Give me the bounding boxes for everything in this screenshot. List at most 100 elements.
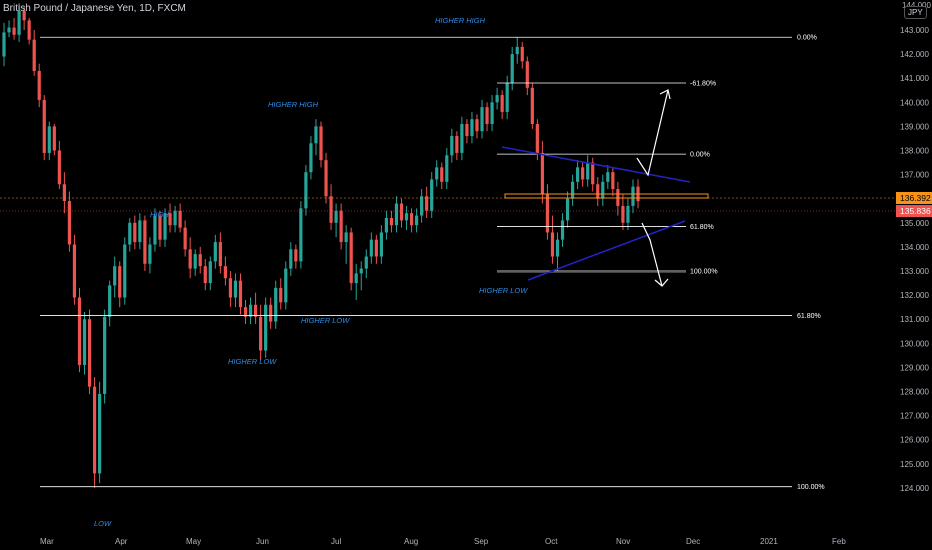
annotation-high-apr: HIGH: [150, 210, 169, 219]
fib-level[interactable]: 61.80%: [497, 224, 714, 231]
candle: [123, 237, 127, 305]
current-price-label: 136.392: [900, 193, 931, 203]
candle: [238, 273, 243, 315]
time-tick-label: Apr: [115, 537, 128, 546]
candle: [208, 256, 212, 291]
candle: [626, 198, 630, 231]
candle: [445, 148, 449, 190]
candle: [103, 309, 107, 404]
candle: [435, 160, 439, 187]
candle: [198, 246, 202, 274]
price-axis[interactable]: 143.000 142.000 141.000 140.000 139.000 138.0…: [900, 26, 929, 493]
candle: [274, 280, 278, 329]
candle: [550, 215, 555, 264]
candle: [565, 191, 570, 228]
symbol-title[interactable]: British Pound / Japanese Yen, 1D, FXCM: [3, 3, 186, 14]
candle: [77, 287, 82, 373]
candle: [118, 261, 122, 308]
fib-level-label: 100.00%: [690, 269, 718, 276]
time-tick-label: Nov: [616, 537, 630, 546]
candle: [233, 273, 238, 308]
candle: [57, 140, 61, 190]
candle: [450, 128, 454, 163]
candle: [586, 155, 590, 187]
fib-level[interactable]: -61.80%: [497, 81, 716, 88]
price-tick-label: 142.000: [900, 50, 929, 59]
candle: [218, 232, 222, 274]
price-tick-label: 138.000: [900, 147, 929, 156]
candle: [415, 208, 419, 233]
candle: [47, 121, 51, 161]
wedge-upper-line[interactable]: [501, 146, 691, 183]
currency-button[interactable]: JPY: [904, 6, 927, 19]
time-axis[interactable]: Mar Apr May Jun Jul Aug Sep Oct Nov Dec 2021 Feb: [40, 537, 846, 546]
candle: [319, 121, 323, 168]
swing-annotations: HIGHER HIGH HIGHER HIGH HIGH HIGHER LOW …: [94, 16, 528, 528]
candle: [7, 20, 11, 38]
top-price-cut-label: 144.000: [902, 1, 931, 10]
candle: [133, 215, 137, 250]
bearish-projection-arrow[interactable]: [641, 222, 663, 287]
fib-level[interactable]: 0.00%: [497, 152, 710, 159]
fib-level-label: 61.80%: [690, 224, 714, 231]
annotation-higher-high-jun: HIGHER HIGH: [268, 100, 319, 109]
time-tick-label: 2021: [760, 537, 778, 546]
candle: [314, 119, 318, 156]
candle: [223, 256, 227, 286]
wedge-lower-line[interactable]: [527, 220, 686, 281]
candle: [178, 203, 182, 233]
price-tick-label: 128.000: [900, 388, 929, 397]
annotation-higher-low-sep: HIGHER LOW: [479, 286, 528, 295]
candle: [394, 196, 399, 233]
time-tick-label: May: [186, 537, 201, 546]
fib-level-label: 61.80%: [797, 313, 821, 320]
candle: [183, 220, 187, 257]
price-tick-label: 126.000: [900, 436, 929, 445]
fib-level[interactable]: 61.80%: [40, 313, 821, 320]
time-tick-label: Dec: [686, 537, 700, 546]
candle: [621, 193, 625, 231]
candle: [108, 280, 112, 327]
candle: [430, 172, 434, 218]
candle: [601, 174, 605, 206]
candle: [259, 304, 263, 361]
candle: [480, 99, 484, 139]
current-price-badge: 136.392: [0, 192, 932, 204]
candle: [52, 123, 56, 156]
candle: [409, 208, 414, 233]
last-price-label: 135.836: [900, 206, 931, 216]
candle: [389, 210, 394, 233]
price-tick-label: 141.000: [900, 74, 929, 83]
candle: [128, 217, 132, 252]
price-tick-label: 124.000: [900, 484, 929, 493]
fib-lines: 0.00% 61.80% 100.00% -61.80% 0.00% 61.80% 100.…: [40, 35, 825, 491]
candle: [309, 136, 313, 180]
fib-level-label: 0.00%: [797, 35, 817, 42]
bullish-projection-arrow[interactable]: [636, 89, 669, 177]
candle: [37, 63, 41, 108]
price-tick-label: 140.000: [900, 98, 929, 107]
bullish-arrowhead-icon: [659, 89, 671, 100]
candle: [153, 208, 157, 252]
candle: [148, 237, 152, 274]
price-tick-label: 132.000: [900, 291, 929, 300]
fib-level[interactable]: 0.00%: [40, 35, 817, 42]
orange-range[interactable]: [504, 193, 709, 199]
candle: [67, 191, 72, 252]
candle: [269, 297, 273, 329]
candle: [264, 297, 268, 358]
candle: [631, 179, 635, 214]
fib-level[interactable]: 100.00%: [497, 269, 718, 276]
candle: [420, 189, 424, 223]
price-tick-label: 133.000: [900, 267, 929, 276]
fib-level[interactable]: 100.00%: [40, 484, 825, 491]
candle: [12, 17, 16, 40]
candle: [284, 261, 288, 310]
candle: [22, 5, 26, 30]
candle: [555, 232, 560, 271]
candle: [596, 177, 600, 206]
time-tick-label: Sep: [474, 537, 489, 546]
candle: [289, 242, 293, 276]
candle: [485, 102, 489, 132]
